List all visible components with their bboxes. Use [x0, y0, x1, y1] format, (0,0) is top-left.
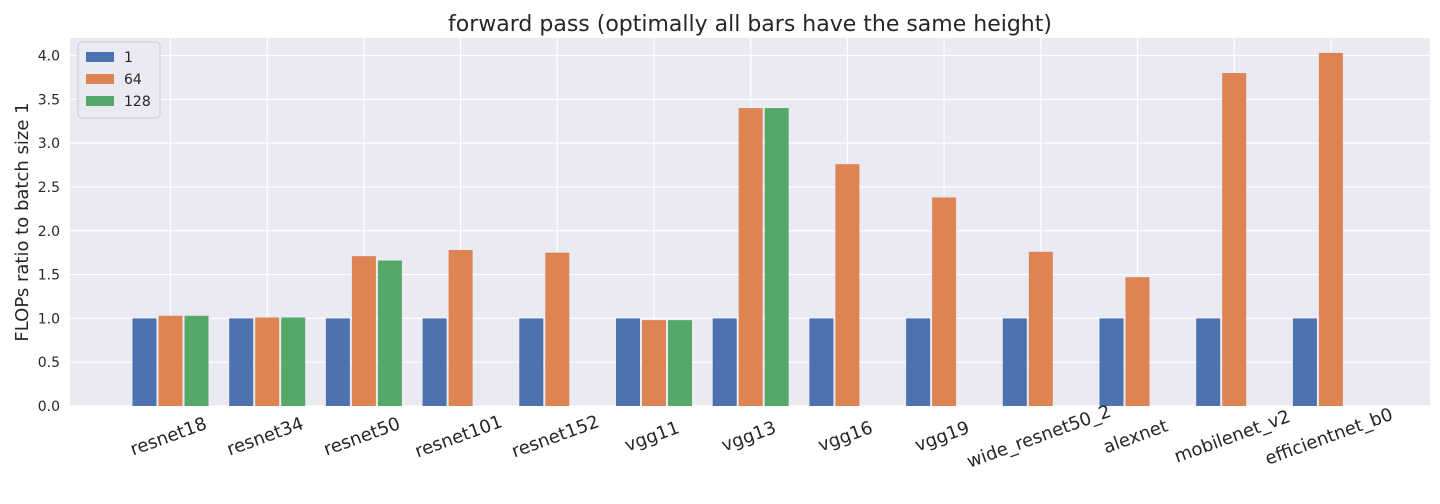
- y-tick-label: 2.5: [38, 180, 60, 196]
- legend-swatch-128: [86, 96, 114, 106]
- bar-wide_resnet50_2-series-64: [1028, 251, 1053, 406]
- bar-resnet50-series-1: [325, 318, 350, 406]
- bar-resnet101-series-64: [448, 250, 473, 406]
- bar-wide_resnet50_2-series-1: [1002, 318, 1027, 406]
- legend-label-64: 64: [124, 72, 142, 88]
- y-axis-label: FLOPs ratio to batch size 1: [12, 102, 33, 341]
- legend-label-128: 128: [124, 94, 151, 110]
- bar-vgg13-series-1: [712, 318, 737, 406]
- bar-alexnet-series-64: [1125, 277, 1150, 406]
- bar-vgg16-series-1: [809, 318, 834, 406]
- bars-group: [132, 52, 1343, 407]
- y-tick-label: 1.0: [38, 311, 60, 327]
- bar-efficientnet_b0-series-64: [1318, 52, 1343, 407]
- y-tick-label: 1.5: [38, 268, 60, 284]
- bar-vgg13-series-128: [764, 108, 789, 406]
- y-tick-label: 2.0: [38, 224, 60, 240]
- bar-resnet50-series-64: [351, 256, 376, 406]
- bar-resnet18-series-128: [184, 315, 209, 406]
- bar-mobilenet_v2-series-1: [1196, 318, 1221, 406]
- legend-swatch-64: [86, 74, 114, 84]
- chart-title: forward pass (optimally all bars have th…: [448, 12, 1052, 37]
- y-tick-label: 3.5: [38, 92, 60, 108]
- bar-vgg19-series-64: [932, 197, 957, 406]
- legend-label-1: 1: [124, 50, 133, 66]
- bar-alexnet-series-1: [1099, 318, 1124, 406]
- legend: 1 64 128: [77, 41, 161, 119]
- bar-resnet34-series-128: [281, 317, 306, 406]
- y-tick-label: 0.0: [38, 399, 60, 415]
- bar-vgg16-series-64: [835, 164, 860, 406]
- bar-vgg11-series-128: [668, 320, 692, 406]
- y-tick-label: 3.0: [38, 136, 60, 152]
- y-tick-label: 4.0: [38, 49, 60, 65]
- bar-resnet18-series-1: [132, 318, 157, 406]
- y-tick-label: 0.5: [38, 355, 60, 371]
- bar-vgg11-series-1: [616, 318, 640, 406]
- bar-vgg13-series-64: [738, 108, 763, 406]
- bar-resnet34-series-1: [229, 318, 254, 406]
- bar-efficientnet_b0-series-1: [1292, 318, 1317, 406]
- bar-vgg11-series-64: [642, 320, 666, 406]
- bar-resnet50-series-128: [377, 260, 402, 406]
- bar-resnet101-series-1: [422, 318, 447, 406]
- bar-resnet34-series-64: [255, 317, 280, 406]
- bar-vgg19-series-1: [906, 318, 931, 406]
- bar-mobilenet_v2-series-64: [1222, 73, 1247, 407]
- bar-resnet18-series-64: [158, 315, 183, 406]
- legend-swatch-1: [86, 52, 114, 62]
- y-tick-labels: 0.0 0.5 1.0 1.5 2.0 2.5 3.0 3.5 4.0: [38, 49, 60, 415]
- bar-resnet152-series-1: [519, 318, 544, 406]
- bar-resnet152-series-64: [545, 252, 570, 406]
